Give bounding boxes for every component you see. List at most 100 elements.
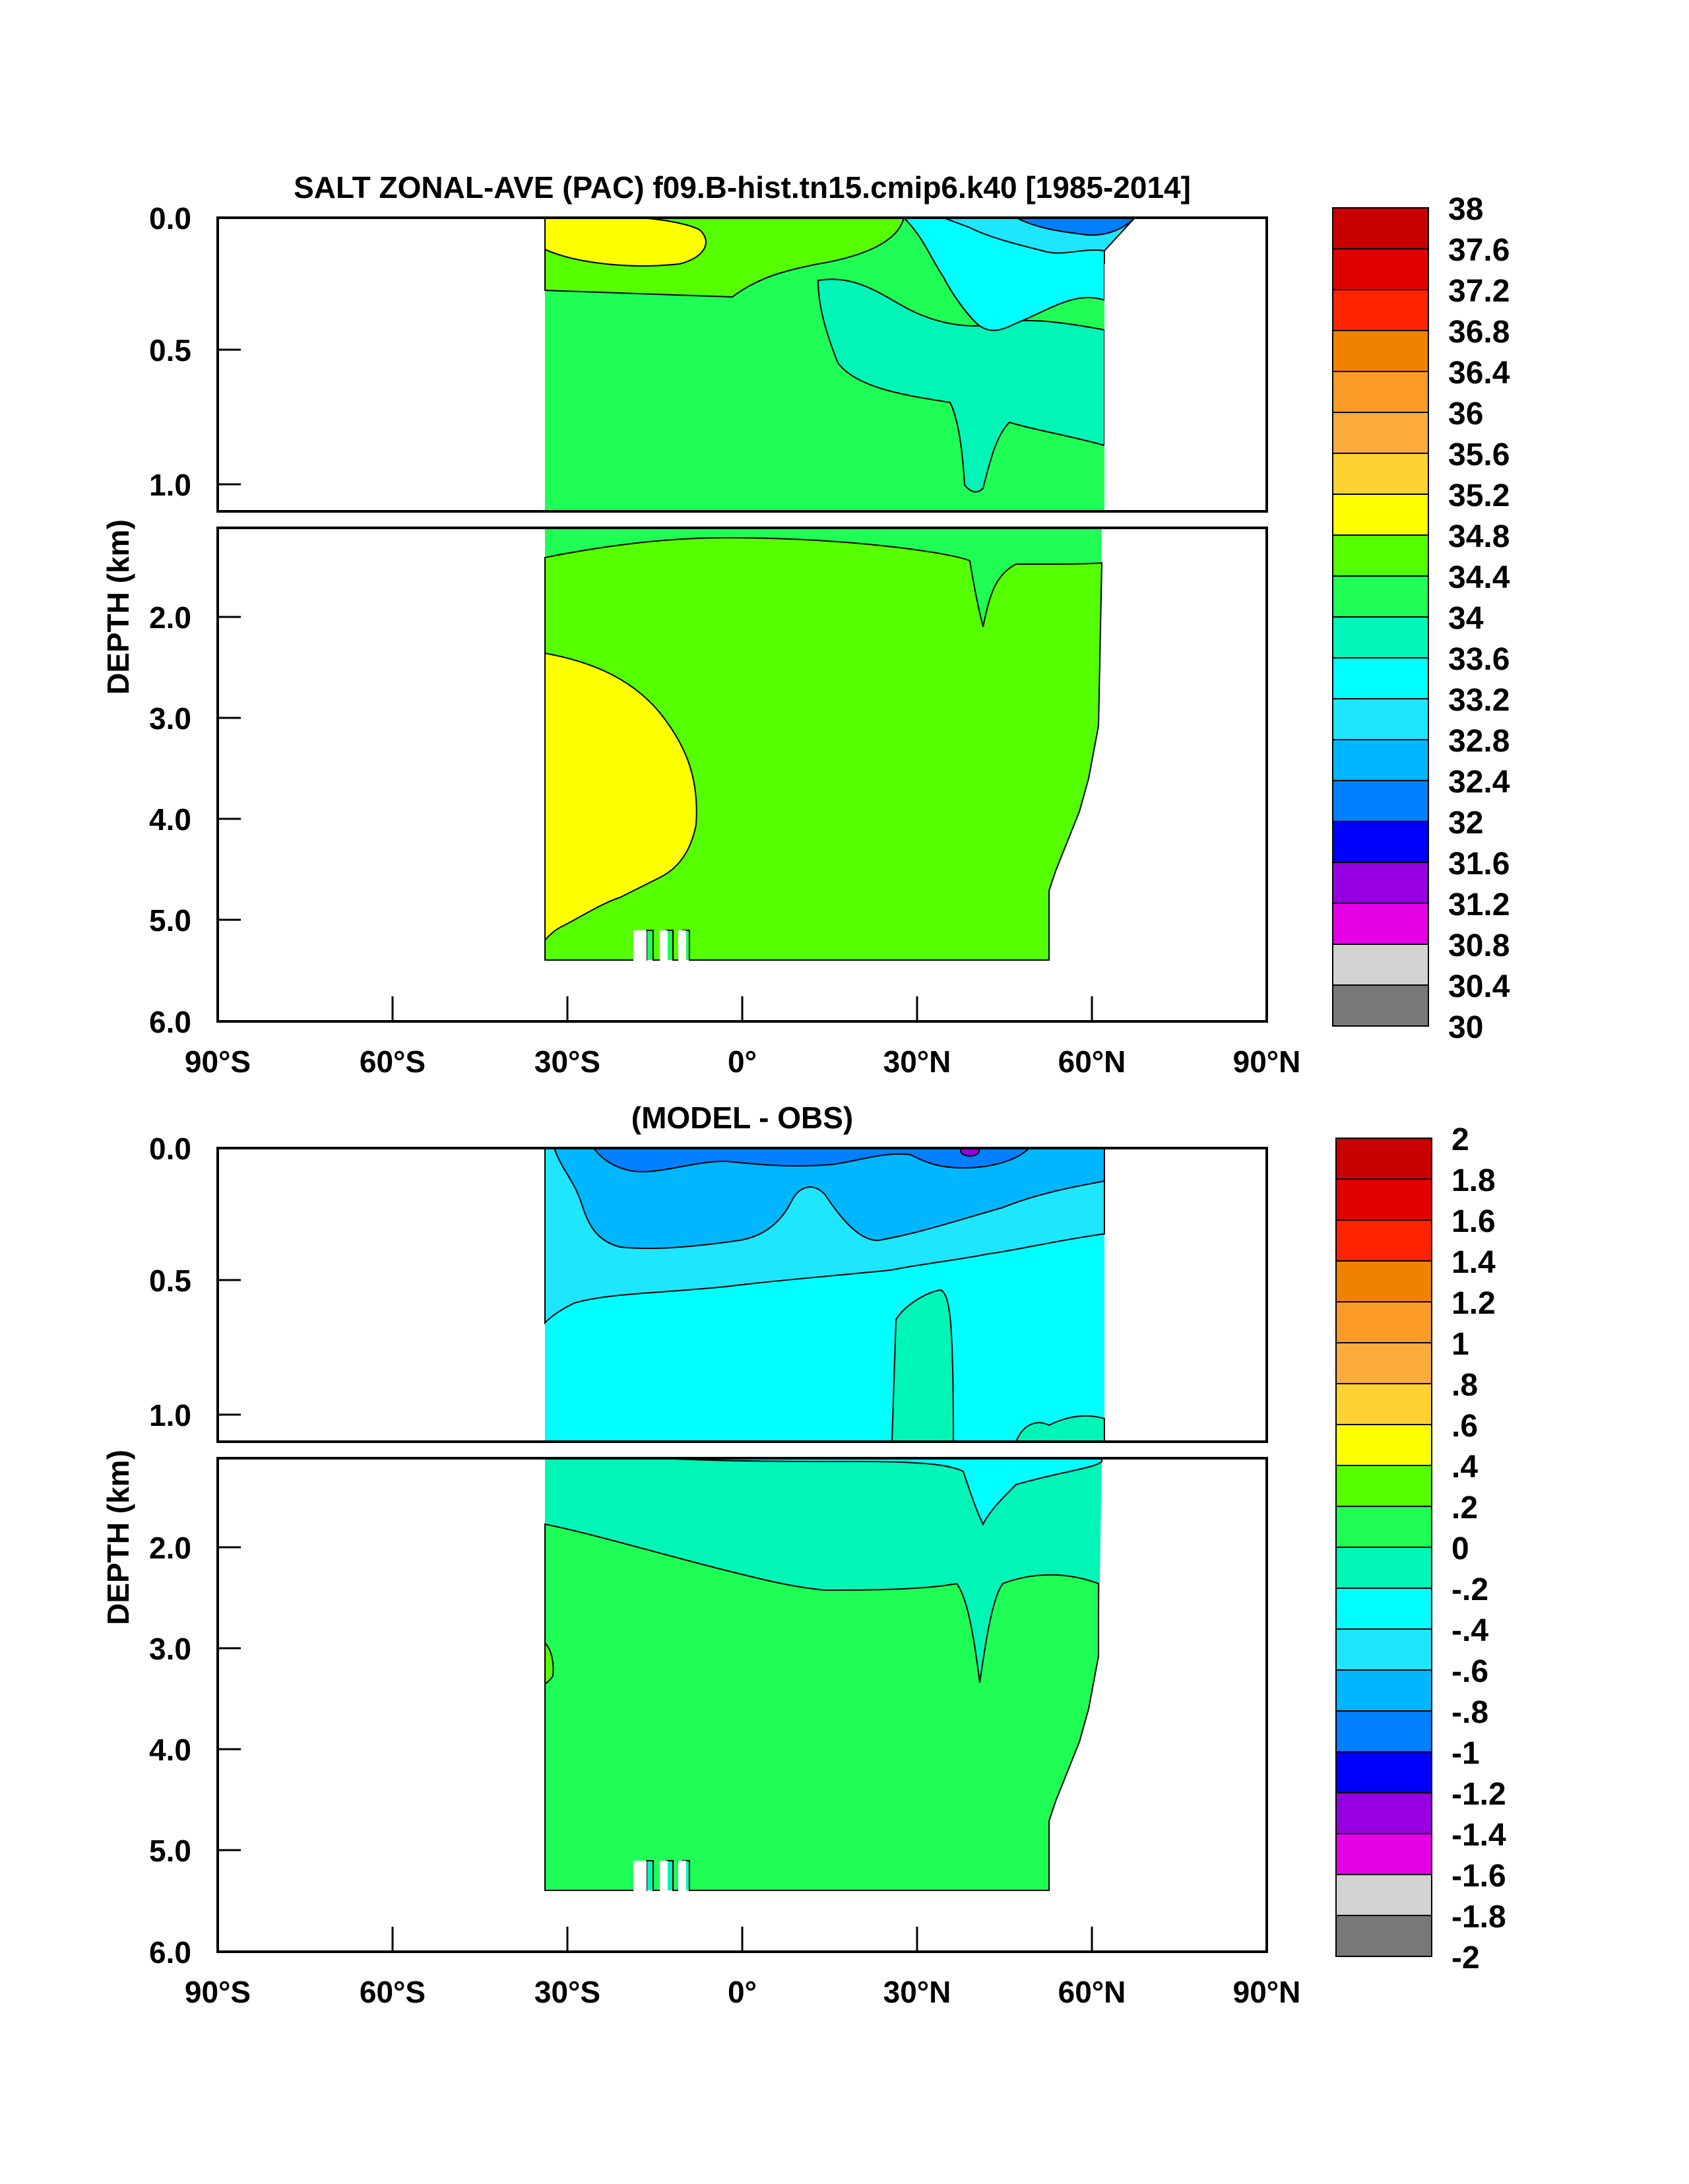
x-tick-label: 90°S: [185, 1044, 251, 1079]
salt-panel: SALT ZONAL-AVE (PAC) f09.B-hist.tn15.cmi…: [101, 170, 1510, 1079]
x-tick-label: 60°S: [360, 1044, 426, 1079]
colorbar-swatch: [1335, 1301, 1432, 1343]
colorbar-swatch: [1332, 739, 1429, 781]
diff-upper-column-right: [1015, 1415, 1105, 1442]
colorbar-swatch: [1332, 207, 1429, 249]
diff-lower-field: [544, 1458, 1102, 1892]
salt-panel-title: SALT ZONAL-AVE (PAC) f09.B-hist.tn15.cmi…: [294, 170, 1191, 205]
salt-ticks: [218, 348, 1093, 1021]
colorbar-label: 30.4: [1448, 969, 1510, 1004]
y-tick-label: 6.0: [149, 1005, 191, 1039]
colorbar-label: 1: [1451, 1327, 1469, 1362]
colorbar-label: -1.6: [1451, 1859, 1506, 1894]
diff-upper-min: [960, 1148, 980, 1157]
colorbar-swatch: [1335, 1588, 1432, 1630]
colorbar-label: 32: [1448, 806, 1483, 841]
salt-x-tick-labels: 90°S 60°S 30°S 0° 30°N 60°N 90°N: [185, 1044, 1301, 1079]
y-tick-label: 3.0: [149, 701, 191, 736]
y-tick-label: 4.0: [149, 1733, 191, 1767]
colorbar-label: 1.6: [1451, 1204, 1496, 1239]
colorbar-label: -1: [1451, 1736, 1480, 1771]
colorbar-label: -1.2: [1451, 1777, 1506, 1812]
salt-upper-frame: [216, 216, 1268, 513]
x-tick-label: 0°: [728, 1975, 757, 2009]
colorbar-label: 32.8: [1448, 724, 1510, 759]
colorbar-label: 34.4: [1448, 560, 1510, 595]
colorbar-label: -.6: [1451, 1654, 1488, 1689]
colorbar-label: 32.4: [1448, 765, 1510, 800]
salt-lower-gap3: [678, 930, 686, 962]
colorbar-label: 30: [1448, 1010, 1483, 1045]
colorbar-swatch: [1335, 1792, 1432, 1834]
x-tick-label: 90°N: [1233, 1044, 1301, 1079]
colorbar-label: 36.4: [1448, 356, 1510, 391]
colorbar-swatch: [1335, 1424, 1432, 1466]
colorbar-label: -1.4: [1451, 1818, 1506, 1853]
colorbar-swatch: [1332, 698, 1429, 740]
colorbar-label: 34: [1448, 601, 1484, 636]
x-tick-label: 90°N: [1233, 1975, 1301, 2009]
colorbar-label: 37.6: [1448, 233, 1510, 268]
colorbar-label: 1.4: [1451, 1245, 1496, 1280]
colorbar-label: 1.8: [1451, 1163, 1496, 1198]
diff-panel-title: (MODEL - OBS): [631, 1101, 853, 1135]
diff-lower-gap2: [660, 1861, 668, 1892]
y-tick-label: 1.0: [149, 1398, 191, 1432]
colorbar-swatch: [1335, 1628, 1432, 1671]
colorbar-swatch: [1335, 1178, 1432, 1221]
y-tick-label: 2.0: [149, 600, 191, 635]
colorbar-swatch: [1332, 534, 1429, 577]
colorbar-swatch: [1335, 1342, 1432, 1384]
x-tick-label: 60°N: [1058, 1975, 1126, 2009]
diff-upper-field: [544, 1148, 1105, 1442]
colorbar-label: 35.6: [1448, 437, 1510, 472]
x-tick-label: 0°: [728, 1044, 757, 1079]
salt-y-tick-labels: 0.0 0.5 1.0 2.0 3.0 4.0 5.0 6.0: [149, 201, 191, 1039]
salt-upper-green-surface: [544, 218, 905, 298]
colorbar-label: -2: [1451, 1941, 1480, 1975]
y-tick-label: 4.0: [149, 802, 191, 837]
colorbar-swatch: [1335, 1465, 1432, 1507]
colorbar-swatch: [1335, 1751, 1432, 1793]
x-tick-label: 30°S: [534, 1044, 600, 1079]
colorbar-swatch: [1332, 657, 1429, 699]
diff-lower-upper-band: [545, 1458, 1102, 1526]
diff-y-axis-label: DEPTH (km): [101, 1450, 135, 1625]
diff-colorbar-labels: 2 1.8 1.6 1.4 1.2 1 .8 .6 .4 .2 0 -.2 -.…: [1451, 1122, 1506, 1975]
diff-ticks: [218, 1279, 1093, 1952]
salt-upper-fresh2: [1015, 218, 1136, 236]
x-tick-label: 60°S: [360, 1975, 426, 2009]
colorbar-label: -.2: [1451, 1572, 1488, 1607]
diff-upper-surface2: [592, 1148, 1031, 1172]
salt-upper-land-right: [1104, 264, 1267, 511]
salt-colorbar-labels: 38 37.6 37.2 36.8 36.4 36 35.6 35.2 34.8…: [1448, 192, 1510, 1045]
colorbar-label: 2: [1451, 1122, 1469, 1157]
y-tick-label: 5.0: [149, 903, 191, 938]
colorbar-label: .2: [1451, 1491, 1478, 1526]
colorbar-swatch: [1332, 453, 1429, 495]
colorbar-swatch: [1335, 1219, 1432, 1262]
salt-y-axis-label: DEPTH (km): [101, 519, 135, 695]
colorbar-swatch: [1335, 1915, 1432, 1957]
salt-upper-npiw: [817, 278, 1105, 493]
colorbar-swatch: [1332, 862, 1429, 904]
salt-lower-gap1: [633, 930, 647, 962]
x-tick-label: 60°N: [1058, 1044, 1126, 1079]
colorbar-label: .6: [1451, 1409, 1478, 1444]
colorbar-swatch: [1332, 330, 1429, 372]
colorbar-swatch: [1332, 248, 1429, 290]
salt-lower-field: [544, 528, 1103, 962]
colorbar-swatch: [1332, 371, 1429, 413]
colorbar-label: .4: [1451, 1450, 1478, 1485]
colorbar-label: 36: [1448, 397, 1483, 432]
x-tick-label: 90°S: [185, 1975, 251, 2009]
salt-upper-field: [544, 218, 1267, 511]
x-tick-label: 30°N: [883, 1044, 951, 1079]
salt-lower-yellow: [544, 652, 697, 942]
salt-colorbar: [1332, 207, 1429, 1027]
colorbar-label: .8: [1451, 1368, 1478, 1403]
y-tick-label: 2.0: [149, 1531, 191, 1565]
y-tick-label: 0.0: [149, 201, 191, 236]
diff-upper-frame: [216, 1147, 1268, 1443]
colorbar-swatch: [1332, 412, 1429, 454]
